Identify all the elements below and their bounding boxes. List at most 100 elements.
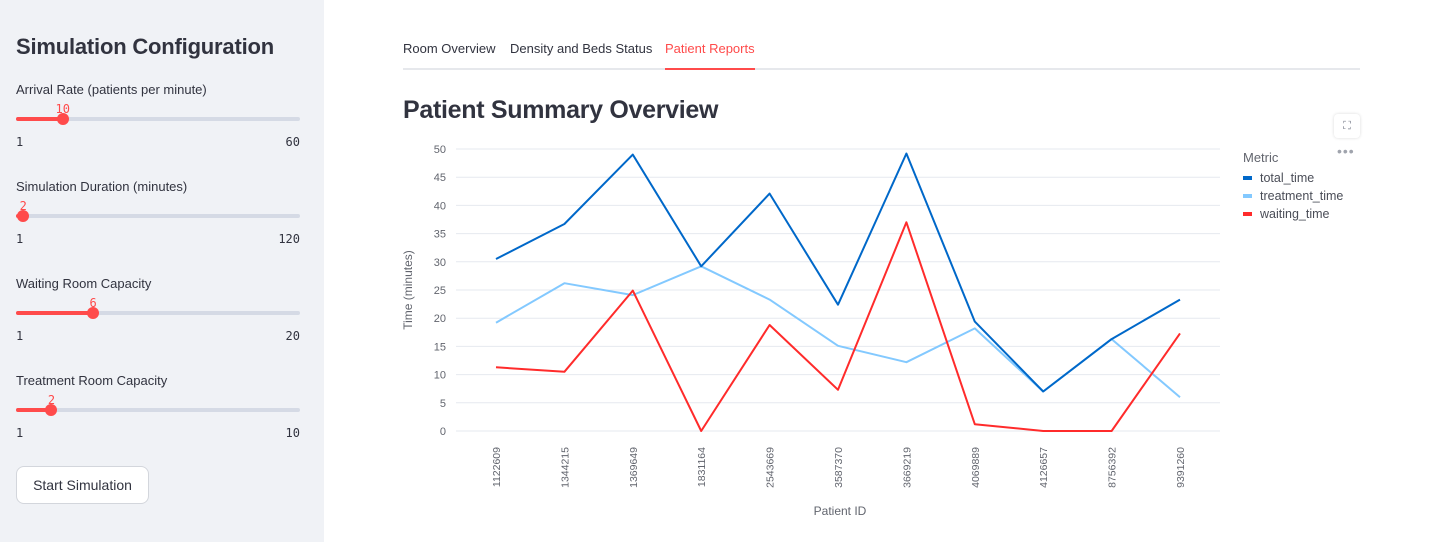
slider-value: 2	[47, 393, 56, 407]
data-point-total-time[interactable]	[630, 152, 635, 157]
y-tick-label: 25	[434, 285, 446, 297]
data-point-total-time[interactable]	[972, 319, 977, 324]
data-point-treatment-time[interactable]	[562, 281, 567, 286]
data-point-waiting-time[interactable]	[767, 322, 772, 327]
x-tick-label: 1122609	[491, 447, 503, 487]
data-point-treatment-time[interactable]	[767, 297, 772, 302]
tab-room-overview[interactable]: Room Overview	[403, 41, 496, 56]
tab-patient-reports[interactable]: Patient Reports	[665, 41, 755, 70]
slider-min: 1	[16, 329, 24, 343]
slider-max: 10	[285, 426, 300, 440]
slider-min: 1	[16, 232, 24, 246]
treatment-room-capacity-slider[interactable]: Treatment Room Capacity 2 1 10	[16, 373, 300, 453]
data-point-total-time[interactable]	[562, 222, 567, 227]
y-tick-label: 20	[434, 313, 446, 325]
data-point-waiting-time[interactable]	[699, 429, 704, 434]
slider-max: 60	[285, 135, 300, 149]
x-tick-label: 2543669	[765, 447, 777, 488]
data-point-waiting-time[interactable]	[836, 387, 841, 392]
slider-label: Simulation Duration (minutes)	[16, 179, 188, 194]
data-point-waiting-time[interactable]	[904, 220, 909, 225]
slider-fill	[16, 117, 63, 121]
series-line-total-time[interactable]	[495, 152, 1181, 393]
data-point-total-time[interactable]	[494, 256, 499, 261]
data-point-waiting-time[interactable]	[1178, 331, 1183, 336]
data-point-waiting-time[interactable]	[1041, 429, 1046, 434]
x-tick-label: 9391260	[1175, 447, 1187, 488]
y-tick-label: 10	[434, 370, 446, 382]
slider-min: 1	[16, 426, 24, 440]
slider-value: 6	[89, 296, 97, 310]
legend-label: total_time	[1260, 171, 1315, 185]
series-line-waiting-time[interactable]	[495, 221, 1181, 432]
x-axis-ticks: 1122609 1344215 1369649 1831164 2543669 35873…	[491, 447, 1187, 488]
slider-thumb[interactable]	[45, 404, 58, 416]
more-options-icon[interactable]: •••	[1337, 143, 1355, 159]
x-tick-label: 4126657	[1038, 447, 1050, 488]
y-tick-label: 50	[434, 144, 446, 156]
simulation-duration-slider[interactable]: Simulation Duration (minutes) 2 1 120	[16, 179, 300, 259]
fullscreen-icon: ⛶	[1343, 119, 1351, 132]
data-point-treatment-time[interactable]	[904, 360, 909, 365]
legend-swatch	[1243, 194, 1252, 198]
legend-label: treatment_time	[1260, 189, 1344, 203]
chart-series	[494, 151, 1183, 434]
data-point-total-time[interactable]	[1109, 337, 1114, 342]
slider-track[interactable]	[16, 210, 300, 222]
data-point-total-time[interactable]	[904, 151, 909, 156]
slider-max: 20	[285, 329, 300, 343]
slider-thumb[interactable]	[87, 307, 100, 319]
legend-item-treatment-time[interactable]: treatment_time	[1243, 187, 1343, 205]
data-point-total-time[interactable]	[767, 191, 772, 196]
data-point-waiting-time[interactable]	[562, 369, 567, 374]
y-tick-label: 5	[440, 398, 446, 410]
slider-track[interactable]	[16, 404, 300, 416]
y-tick-label: 15	[434, 341, 446, 353]
tab-bar: Room Overview Density and Beds Status Pa…	[403, 40, 1360, 70]
slider-thumb[interactable]	[56, 113, 69, 125]
legend-swatch	[1243, 212, 1252, 216]
y-tick-label: 0	[440, 426, 446, 438]
legend-item-total-time[interactable]: total_time	[1243, 169, 1343, 187]
x-tick-label: 8756392	[1107, 447, 1119, 488]
waiting-room-capacity-slider[interactable]: Waiting Room Capacity 6 1 20	[16, 276, 300, 356]
data-point-total-time[interactable]	[699, 264, 704, 269]
data-point-treatment-time[interactable]	[1178, 395, 1183, 400]
y-axis-label: Time (minutes)	[401, 250, 415, 330]
data-point-waiting-time[interactable]	[1109, 429, 1114, 434]
slider-label: Waiting Room Capacity	[16, 276, 152, 291]
y-tick-label: 35	[434, 229, 446, 241]
arrival-rate-slider[interactable]: Arrival Rate (patients per minute) 10 1 …	[16, 82, 300, 162]
fullscreen-button[interactable]: ⛶	[1334, 114, 1360, 138]
line-chart: 0 5 10 15 20 25 30 35 40 45 50 1122609 1344215 13696…	[401, 144, 1220, 518]
data-point-total-time[interactable]	[1041, 389, 1046, 394]
slider-fill	[16, 408, 52, 412]
legend-swatch	[1243, 176, 1252, 180]
data-point-waiting-time[interactable]	[972, 422, 977, 427]
page-title: Patient Summary Overview	[403, 96, 719, 124]
y-tick-label: 30	[434, 257, 446, 269]
slider-fill	[16, 311, 94, 315]
slider-value: 2	[19, 199, 27, 213]
slider-track[interactable]	[16, 307, 300, 319]
tab-density-beds-status[interactable]: Density and Beds Status	[510, 41, 653, 56]
data-point-treatment-time[interactable]	[972, 326, 977, 331]
slider-thumb[interactable]	[17, 210, 30, 222]
data-point-total-time[interactable]	[1178, 297, 1183, 302]
data-point-treatment-time[interactable]	[494, 320, 499, 325]
chart-legend: Metric total_time treatment_time waiting…	[1243, 150, 1343, 223]
data-point-treatment-time[interactable]	[836, 343, 841, 348]
slider-track[interactable]	[16, 113, 300, 125]
x-tick-label: 1831164	[696, 447, 708, 487]
legend-label: waiting_time	[1260, 207, 1330, 221]
data-point-waiting-time[interactable]	[494, 365, 499, 370]
data-point-total-time[interactable]	[836, 302, 841, 307]
slider-min: 1	[16, 135, 24, 149]
sidebar: Simulation Configuration Arrival Rate (p…	[0, 0, 324, 542]
legend-item-waiting-time[interactable]: waiting_time	[1243, 205, 1343, 223]
legend-title: Metric	[1243, 150, 1279, 165]
data-point-waiting-time[interactable]	[630, 288, 635, 293]
start-simulation-button[interactable]: Start Simulation	[16, 466, 149, 504]
sidebar-title: Simulation Configuration	[16, 34, 274, 59]
